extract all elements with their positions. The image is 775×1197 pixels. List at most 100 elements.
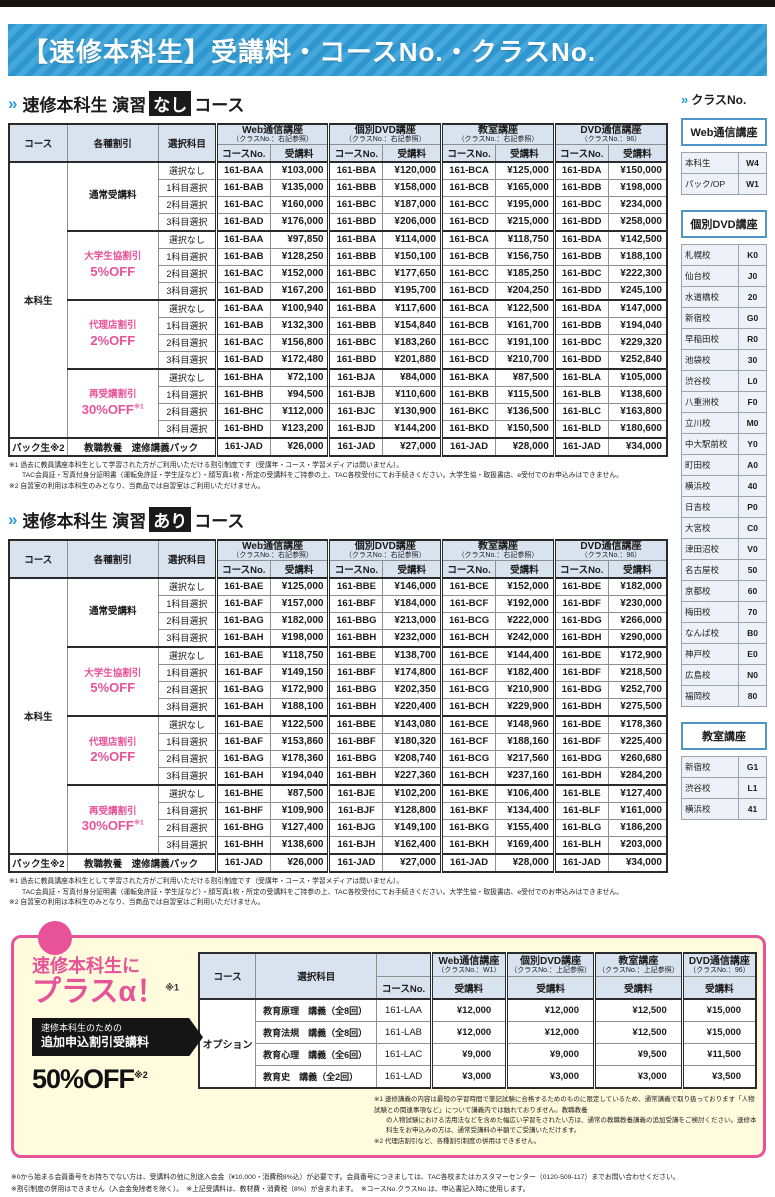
content-columns: » 速修本科生 演習 なし コース コース 各種割引 選択科目 Web通信講座 （クラス…: [0, 76, 775, 909]
subject-cell: 1科目選択: [158, 801, 217, 820]
class-no-cell: G1: [738, 756, 767, 778]
course-no-cell: 161-BBD: [327, 212, 384, 232]
fee-cell: ¥138,700: [382, 646, 443, 665]
discount-off-text: 5%OFF: [90, 679, 136, 695]
subject-cell: 2科目選択: [158, 402, 217, 421]
fee-cell: ¥125,000: [269, 577, 330, 596]
class-no-cell: 60: [738, 580, 767, 602]
subject-cell: 1科目選択: [158, 247, 217, 266]
media-group-header: Web通信講座 （クラスNo.：右記参照）: [214, 123, 330, 145]
discount-label-line2: 5%OFF: [70, 680, 157, 696]
subject-cell: 1科目選択: [158, 385, 217, 404]
option-subject-cell: 教育心理 講義（全6回）: [255, 1043, 378, 1067]
course-no-cell: 161-BJE: [327, 784, 384, 803]
fee-cell: ¥218,500: [607, 663, 668, 682]
course-no-cell: 161-JAD: [327, 853, 384, 873]
fee-header: 受講料: [495, 143, 555, 163]
course-no-cell: 161-BCA: [440, 230, 496, 249]
fee-cell: ¥186,200: [607, 818, 668, 837]
fee-cell: ¥222,000: [495, 611, 555, 630]
fee-cell: ¥12,000: [429, 998, 508, 1023]
subject-cell: 2科目選択: [158, 611, 217, 630]
discount-cell: 通常受講料: [66, 577, 160, 648]
fee-cell: ¥34,000: [607, 437, 668, 457]
fee-cell: ¥87,500: [495, 368, 555, 387]
fee-cell: ¥204,250: [495, 281, 555, 301]
discount-label-line1: 通常受講料: [89, 190, 137, 202]
course-no-cell: 161-BBA: [327, 299, 384, 318]
class-no-cell: G0: [738, 307, 767, 329]
fee-cell: ¥252,700: [607, 680, 668, 699]
fee-cell: ¥9,500: [592, 1043, 683, 1067]
discount-label-line1: 再受講割引: [89, 389, 137, 401]
fee-cell: ¥182,000: [607, 577, 668, 596]
school-name-cell: 津田沼校: [681, 538, 739, 560]
course-no-cell: 161-BBC: [327, 264, 384, 283]
class-no-cell: V0: [738, 538, 767, 560]
subject-cell: 3科目選択: [158, 835, 217, 855]
fee-cell: ¥195,700: [382, 281, 443, 301]
course-no-cell: 161-BJG: [327, 818, 384, 837]
subject-cell: 1科目選択: [158, 732, 217, 751]
course-cell: 本科生: [8, 161, 68, 439]
course-no-cell: 161-BDH: [552, 697, 609, 717]
fee-table-container-nashi: コース 各種割引 選択科目 Web通信講座 （クラスNo.：右記参照） 個別DVD講座 （ク…: [8, 123, 668, 457]
footnote-line: ※2 自習室の利用は本科生のみとなり、当商品では自習室はご利用いただけません。: [9, 482, 265, 490]
subject-cell: 1科目選択: [158, 178, 217, 197]
media-group-header: DVD通信講座 （クラスNo.：96）: [552, 539, 668, 561]
subject-cell: 選択なし: [158, 577, 217, 596]
class-no-group-title: 教室講座: [681, 722, 767, 750]
fee-cell: ¥12,000: [505, 1021, 595, 1045]
fee-header: 受講料: [592, 976, 683, 1000]
fee-cell: ¥161,000: [607, 801, 668, 820]
course-no-header: コースNo.: [552, 143, 609, 163]
class-no-groups: Web通信講座 本科生 W4 パック/OP W1 個別DVD講座 札幌校 K0 仙台校 J0 水道橋…: [681, 118, 767, 820]
course-no-cell: 161-BCA: [440, 299, 496, 318]
media-group-classno: （クラスNo.：右記参照）: [457, 136, 539, 143]
discount-cell: 代理店割引 2%OFF: [66, 715, 160, 786]
fee-cell: ¥114,000: [382, 230, 443, 249]
school-name-cell: 池袋校: [681, 349, 739, 371]
fee-cell: ¥118,750: [495, 230, 555, 249]
fee-cell: ¥184,000: [382, 594, 443, 613]
fee-cell: ¥15,000: [680, 998, 757, 1023]
course-no-header: コースNo.: [214, 559, 271, 579]
course-no-cell: 161-BBH: [327, 628, 384, 648]
course-no-cell: 161-BCB: [440, 178, 496, 197]
fee-cell: ¥109,900: [269, 801, 330, 820]
section-heading-badge: なし: [149, 91, 192, 116]
option-course-cell: オプション: [198, 998, 257, 1089]
course-no-cell: 161-BDH: [552, 766, 609, 786]
fee-cell: ¥169,400: [495, 835, 555, 855]
media-group-name: 教室講座: [477, 125, 518, 136]
fee-cell: ¥198,000: [269, 628, 330, 648]
fee-cell: ¥26,000: [269, 437, 330, 457]
plus-catch-text: プラスα！: [32, 976, 166, 1009]
fee-cell: ¥28,000: [495, 853, 555, 873]
media-group-classno: （クラスNo.：96）: [580, 136, 642, 143]
fee-cell: ¥252,840: [607, 350, 668, 370]
course-no-cell: 161-BAD: [214, 212, 271, 232]
fee-cell: ¥201,880: [382, 350, 443, 370]
fee-cell: ¥144,200: [382, 419, 443, 439]
course-no-cell: 161-BCB: [440, 247, 496, 266]
course-no-cell: 161-BCG: [440, 749, 496, 768]
media-group-header: DVD通信講座 （クラスNo.：96）: [552, 123, 668, 145]
discount-cell: 再受講割引 30%OFF※1: [66, 784, 160, 855]
course-no-cell: 161-JAD: [440, 437, 496, 457]
course-no-cell: 161-BLF: [552, 801, 609, 820]
class-no-cell: 50: [738, 559, 767, 581]
media-group-header: Web通信講座 （クラスNo.：右記参照）: [214, 539, 330, 561]
fee-cell: ¥156,750: [495, 247, 555, 266]
course-no-cell: 161-BDD: [552, 350, 609, 370]
course-no-cell: 161-JAD: [440, 853, 496, 873]
discount-header: 各種割引: [66, 123, 160, 163]
fee-table-ari: コース 各種割引 選択科目 Web通信講座 （クラスNo.：右記参照） 個別DVD講座 （ク…: [8, 539, 668, 873]
fee-cell: ¥12,000: [429, 1021, 508, 1045]
course-no-cell: 161-BCC: [440, 195, 496, 214]
school-name-cell: 京都校: [681, 580, 739, 602]
course-no-cell: 161-BJF: [327, 801, 384, 820]
plus-catch-sup: ※1: [165, 982, 180, 993]
plus-catch-line2: プラスα！※1: [32, 976, 194, 1009]
fee-table-nashi: コース 各種割引 選択科目 Web通信講座 （クラスNo.：右記参照） 個別DVD講座 （ク…: [8, 123, 668, 457]
